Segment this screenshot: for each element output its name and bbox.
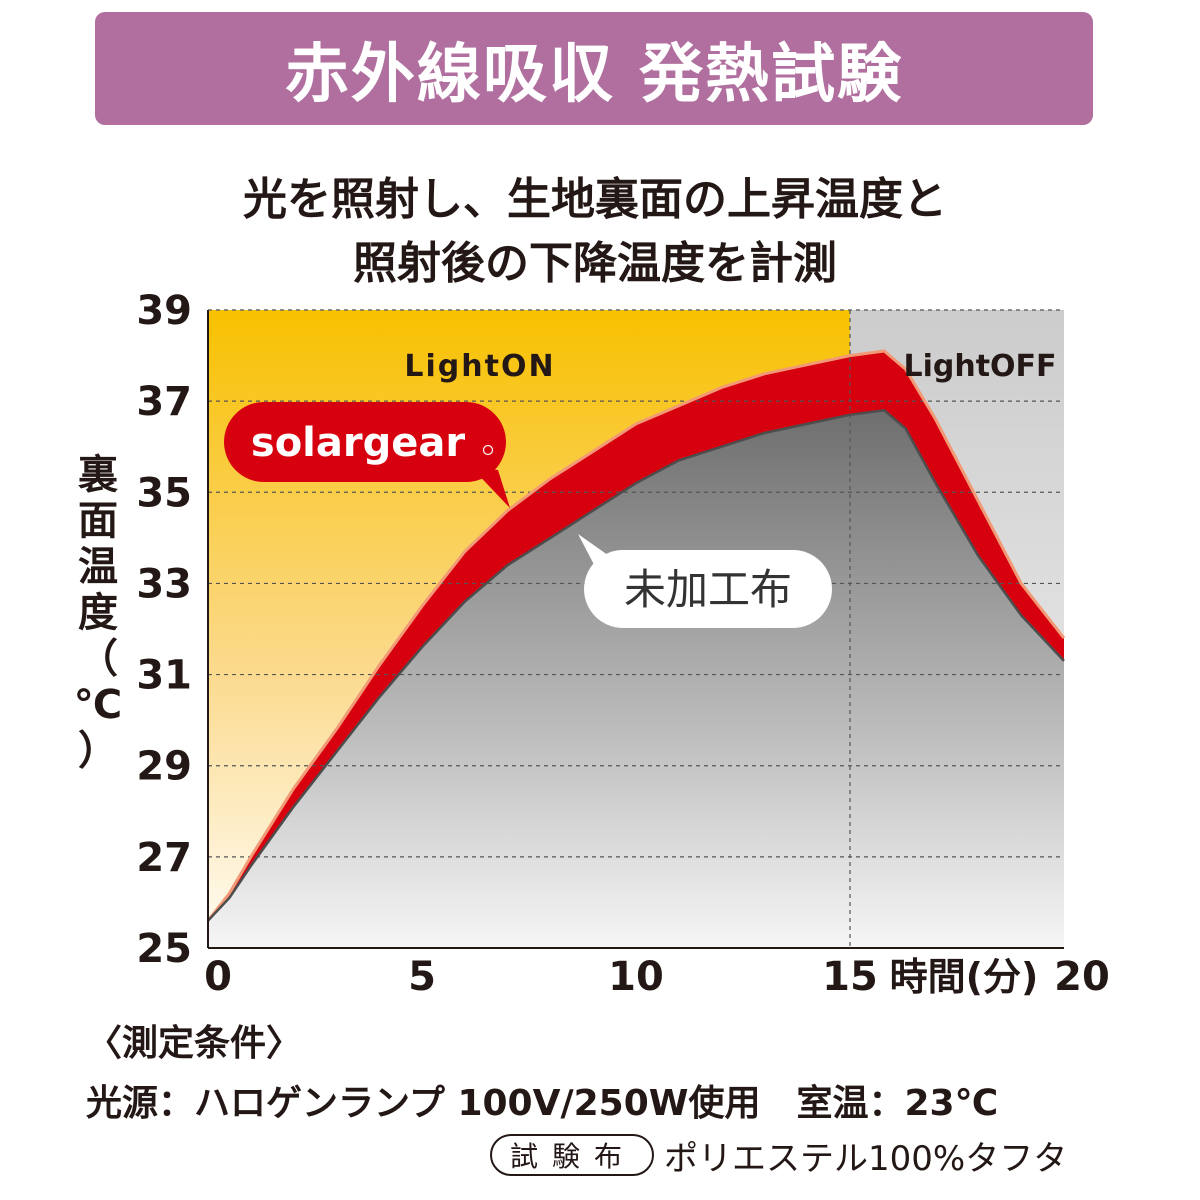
subtitle-line-1: 光を照射し、生地裏面の上昇温度と <box>243 174 947 225</box>
x-tick-label: 5 <box>408 954 436 1000</box>
title-banner: 赤外線吸収 発熱試験 <box>95 12 1093 125</box>
registered-mark-icon <box>482 444 494 456</box>
subtitle-line-2: 照射後の下降温度を計測 <box>353 238 837 289</box>
x-tick-label: 15 <box>822 954 878 1000</box>
test-fabric-row: 試験布 ポリエステル100%タフタ <box>490 1130 1067 1180</box>
test-fabric-value: ポリエステル100%タフタ <box>664 1138 1068 1179</box>
subtitle: 光を照射し、生地裏面の上昇温度と 照射後の下降温度を計測 <box>0 168 1190 296</box>
y-axis-label: 裏面温度（℃） <box>74 452 122 774</box>
x-axis-label: 時間(分) <box>890 955 1039 999</box>
y-tick-label: 35 <box>136 470 192 516</box>
title-text: 赤外線吸収 発熱試験 <box>284 37 904 112</box>
conditions-heading: 〈測定条件〉 <box>86 1023 303 1064</box>
x-tick-label: 20 <box>1054 954 1110 1000</box>
conditions-light-source: 光源：ハロゲンランプ 100V/250W使用 室温：23℃ <box>86 1083 999 1124</box>
series-area-solargear <box>208 351 1064 921</box>
x-tick-label: 10 <box>608 954 664 1000</box>
test-fabric-badge: 試験布 <box>490 1134 654 1176</box>
y-tick-label: 37 <box>136 379 192 425</box>
solargear-callout: solargear <box>224 402 510 508</box>
x-tick-label: 0 <box>204 954 232 1000</box>
y-tick-label: 33 <box>136 561 192 607</box>
temperature-chart: 25 27 29 31 33 35 37 39 0 5 10 15 20 時間(分) 裏面温度（℃） Lig… <box>74 288 1110 1000</box>
y-tick-label: 27 <box>136 835 192 881</box>
series-line-solargear <box>206 349 1066 922</box>
solargear-label: solargear <box>251 420 465 466</box>
untreated-callout: 未加工布 <box>578 534 832 628</box>
y-tick-label: 25 <box>136 926 192 972</box>
light-on-label: LightON <box>404 349 555 384</box>
light-off-label: LightOFF <box>903 349 1056 384</box>
untreated-label: 未加工布 <box>624 565 792 614</box>
y-tick-label: 31 <box>136 653 192 699</box>
series-line-untreated <box>207 408 1065 922</box>
y-tick-label: 39 <box>136 288 192 334</box>
y-tick-label: 29 <box>136 744 192 790</box>
